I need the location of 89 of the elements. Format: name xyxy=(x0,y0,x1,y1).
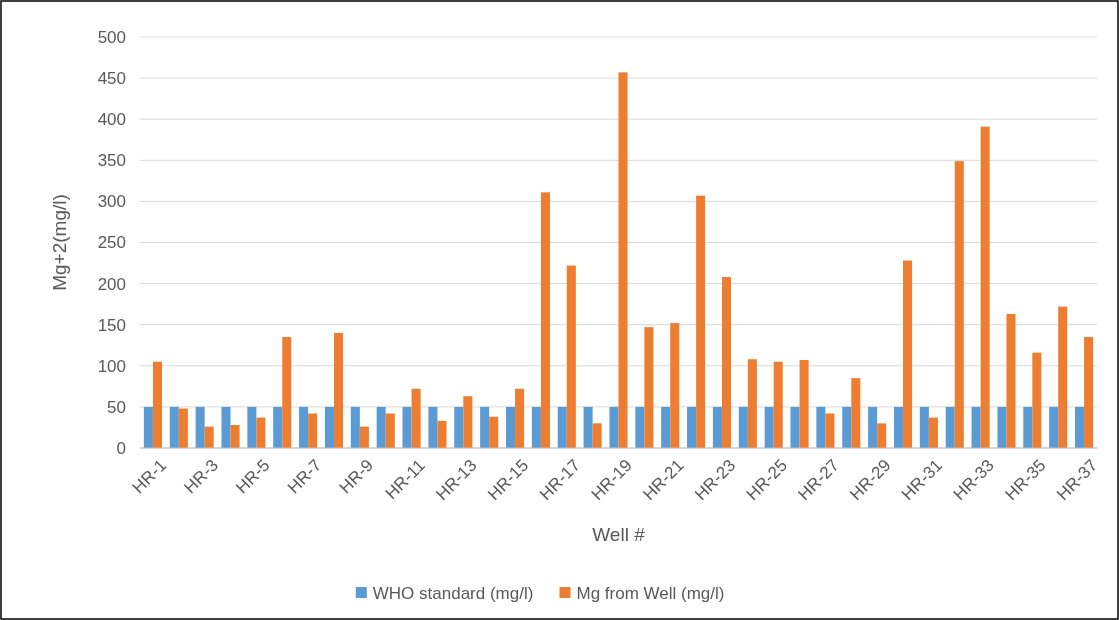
bar xyxy=(505,406,516,448)
legend-label: WHO standard (mg/l) xyxy=(372,583,534,603)
y-tick-label: 500 xyxy=(97,27,126,47)
y-axis-title: Mg+2(mg/l) xyxy=(49,194,70,291)
bar xyxy=(687,406,697,448)
bar xyxy=(1023,406,1033,448)
bar xyxy=(997,406,1007,448)
y-tick-label: 300 xyxy=(97,192,126,212)
bar xyxy=(971,406,981,448)
bar xyxy=(463,396,473,448)
bar xyxy=(402,406,412,448)
y-tick-label: 450 xyxy=(97,69,126,89)
bar xyxy=(1084,337,1094,448)
bar xyxy=(980,126,990,448)
bar xyxy=(282,337,292,448)
bar xyxy=(1075,406,1085,448)
bar xyxy=(738,406,748,448)
bar xyxy=(877,423,887,448)
bar xyxy=(480,406,490,448)
bar xyxy=(1006,314,1016,448)
bar xyxy=(712,406,722,448)
bar xyxy=(540,192,550,448)
bar xyxy=(773,361,783,448)
bar xyxy=(169,406,179,448)
y-tick-label: 200 xyxy=(97,274,126,294)
bar xyxy=(350,406,360,448)
bar xyxy=(764,406,774,448)
y-tick-label: 100 xyxy=(97,356,126,376)
bar xyxy=(385,413,395,448)
bar xyxy=(790,406,800,448)
bar xyxy=(661,406,671,448)
bar xyxy=(152,361,162,448)
bar xyxy=(945,406,955,448)
bar xyxy=(489,416,499,448)
bar xyxy=(928,417,938,448)
y-tick-label: 400 xyxy=(97,110,126,130)
bar xyxy=(583,406,593,448)
bar xyxy=(721,277,732,448)
x-axis-title: Well # xyxy=(592,524,646,545)
bar xyxy=(696,195,706,448)
bar xyxy=(324,406,334,448)
bar xyxy=(825,413,835,448)
bar xyxy=(635,406,645,448)
bar xyxy=(1058,306,1068,448)
bar xyxy=(247,406,257,448)
y-tick-label: 0 xyxy=(116,438,126,458)
y-tick-label: 250 xyxy=(97,233,126,253)
bar xyxy=(515,388,525,448)
y-tick-label: 350 xyxy=(97,151,126,171)
legend-label: Mg from Well (mg/l) xyxy=(576,583,725,603)
bar xyxy=(230,424,240,448)
bar xyxy=(954,161,964,448)
bar xyxy=(799,360,809,448)
bar xyxy=(868,406,878,448)
bar xyxy=(204,426,214,448)
bar xyxy=(195,406,205,448)
y-tick-label: 50 xyxy=(107,397,126,417)
bar xyxy=(592,423,602,448)
bar xyxy=(178,408,188,448)
bar xyxy=(903,260,913,448)
y-tick-label: 150 xyxy=(97,315,126,335)
bar xyxy=(618,72,628,448)
bar xyxy=(851,378,861,448)
bar xyxy=(376,406,386,448)
bar xyxy=(566,265,576,448)
bar xyxy=(411,388,421,448)
bar xyxy=(609,406,619,448)
bar xyxy=(557,406,567,448)
bar xyxy=(437,420,447,448)
bar xyxy=(428,406,438,448)
bar xyxy=(531,406,541,448)
bar xyxy=(919,406,929,448)
bar xyxy=(273,406,283,448)
bar xyxy=(299,406,309,448)
bar xyxy=(893,406,904,448)
bar xyxy=(816,406,826,448)
bar xyxy=(747,359,757,448)
bar xyxy=(644,327,654,448)
bar xyxy=(454,406,464,448)
bar xyxy=(256,417,266,448)
bar xyxy=(221,406,231,448)
bar xyxy=(1049,406,1059,448)
bar xyxy=(143,406,153,448)
bar xyxy=(308,413,318,448)
bar xyxy=(333,332,344,448)
bar xyxy=(359,426,369,448)
bar xyxy=(670,323,680,448)
bar xyxy=(1032,352,1042,448)
bar xyxy=(842,406,852,448)
